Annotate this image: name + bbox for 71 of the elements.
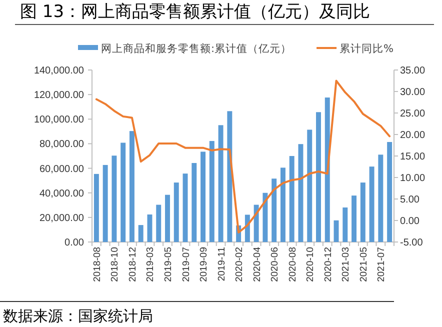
y2-tick-label: 0.00 [400,216,420,227]
bar [138,225,144,242]
y-tick-label: 80,000.00 [40,139,84,150]
x-tick-label: 2021-05 [358,247,370,282]
y-tick-label: 40,000.00 [40,188,84,200]
y2-tick-label: 35.00 [400,66,426,76]
bar [342,207,348,242]
bar [112,156,117,242]
bar [272,178,277,242]
y-tick-label: 120,000.00 [34,90,84,102]
bar [387,142,392,242]
x-tick-label: 2019-11 [216,247,228,282]
bar [254,204,259,242]
bar [324,98,330,242]
x-tick-label: 2018-12 [127,247,138,282]
legend-label: 网上商品和服务零售额:累计值（亿元） [101,42,292,55]
bar [307,130,312,242]
x-tick-label: 2020-02 [234,247,246,282]
bar [218,125,224,242]
bar [209,141,214,242]
x-tick-label: 2019-03 [145,247,156,282]
x-tick-label: 2021-07 [376,247,388,282]
bar [174,182,179,242]
x-tick-label: 2020-08 [287,247,298,282]
y2-tick-label: 10.00 [400,173,426,184]
bar [378,154,384,242]
y-tick-label: 140,000.00 [34,66,84,76]
y2-tick-label: -5.00 [400,238,424,248]
bar [227,111,232,242]
bar [156,204,162,242]
x-tick-label: 2021-03 [340,247,352,282]
y2-tick-label: 25.00 [400,108,426,120]
x-tick-label: 2020-10 [305,247,316,282]
x-tick-label: 2019-05 [163,247,174,282]
bar [102,164,108,242]
y-tick-label: 20,000.00 [40,212,84,224]
line-series [95,80,391,234]
bar [289,156,294,242]
x-tick-label: 2020-12 [322,247,334,282]
bar [94,174,99,242]
bar [147,214,152,242]
bar [298,144,304,242]
y-tick-label: 100,000.00 [34,114,84,126]
y-tick-label: 60,000.00 [40,164,84,175]
y2-tick-label: 5.00 [400,194,420,206]
y2-tick-label: 30.00 [400,87,426,98]
x-tick-label: 2020-06 [270,247,281,282]
source-note: 数据来源：国家统计局 [3,307,153,325]
y2-tick-label: 15.00 [400,152,426,162]
bar [200,152,206,242]
legend-label: 累计同比% [340,42,394,55]
bar [316,112,321,242]
bar [182,174,188,242]
bar [192,163,197,242]
x-tick-label: 2018-10 [110,247,121,282]
y-tick-label: 0.00 [64,238,84,248]
bar [360,182,366,242]
chart-title: 图 13：网上商品零售额累计值（亿元）及同比 [20,2,370,22]
bar [369,166,374,242]
bar [262,192,268,242]
x-tick-label: 2019-07 [180,247,192,282]
y2-tick-label: 20.00 [400,130,426,141]
x-tick-label: 2018-08 [92,247,103,282]
bar [129,131,134,242]
x-tick-label: 2020-04 [252,247,263,282]
bar [165,194,170,242]
bar [352,196,357,242]
x-tick-label: 2019-09 [198,247,210,282]
bar [334,220,339,242]
bar [280,168,286,242]
bar [120,142,126,242]
